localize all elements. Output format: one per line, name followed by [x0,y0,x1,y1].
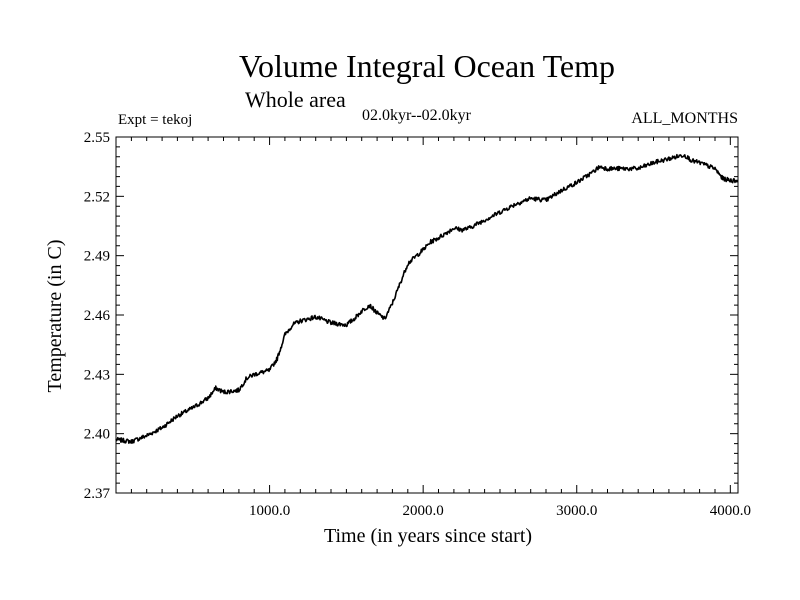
y-tick-label: 2.52 [84,189,110,205]
x-tick-label: 4000.0 [710,503,751,519]
chart-experiment: Expt = tekoj [118,112,192,128]
y-axis: 2.37 2.40 2.43 2.46 2.49 2.52 2.55 [84,130,738,502]
x-tick-label: 1000.0 [249,503,290,519]
x-tick-label: 3000.0 [556,503,597,519]
y-tick-label: 2.49 [84,249,110,265]
x-axis-label: Time (in years since start) [324,525,532,547]
chart-title: Volume Integral Ocean Temp [239,48,615,84]
chart-months: ALL_MONTHS [631,110,738,127]
chart-subtitle: Whole area [245,87,346,112]
y-tick-label: 2.40 [84,427,110,443]
x-axis: 1000.0 2000.0 3000.0 4000.0 [249,137,751,519]
y-tick-label: 2.55 [84,130,110,146]
minor-ticks [116,137,738,493]
chart-period: 02.0kyr--02.0kyr [362,107,472,124]
y-axis-label: Temperature (in C) [44,240,66,393]
series-line [115,153,739,445]
y-tick-label: 2.37 [84,486,111,502]
x-tick-label: 2000.0 [403,503,444,519]
plot-frame [115,136,739,494]
minor-tick-marks [116,137,738,493]
series-layer [115,153,739,445]
y-tick-label: 2.46 [84,308,111,324]
y-tick-label: 2.43 [84,367,110,383]
